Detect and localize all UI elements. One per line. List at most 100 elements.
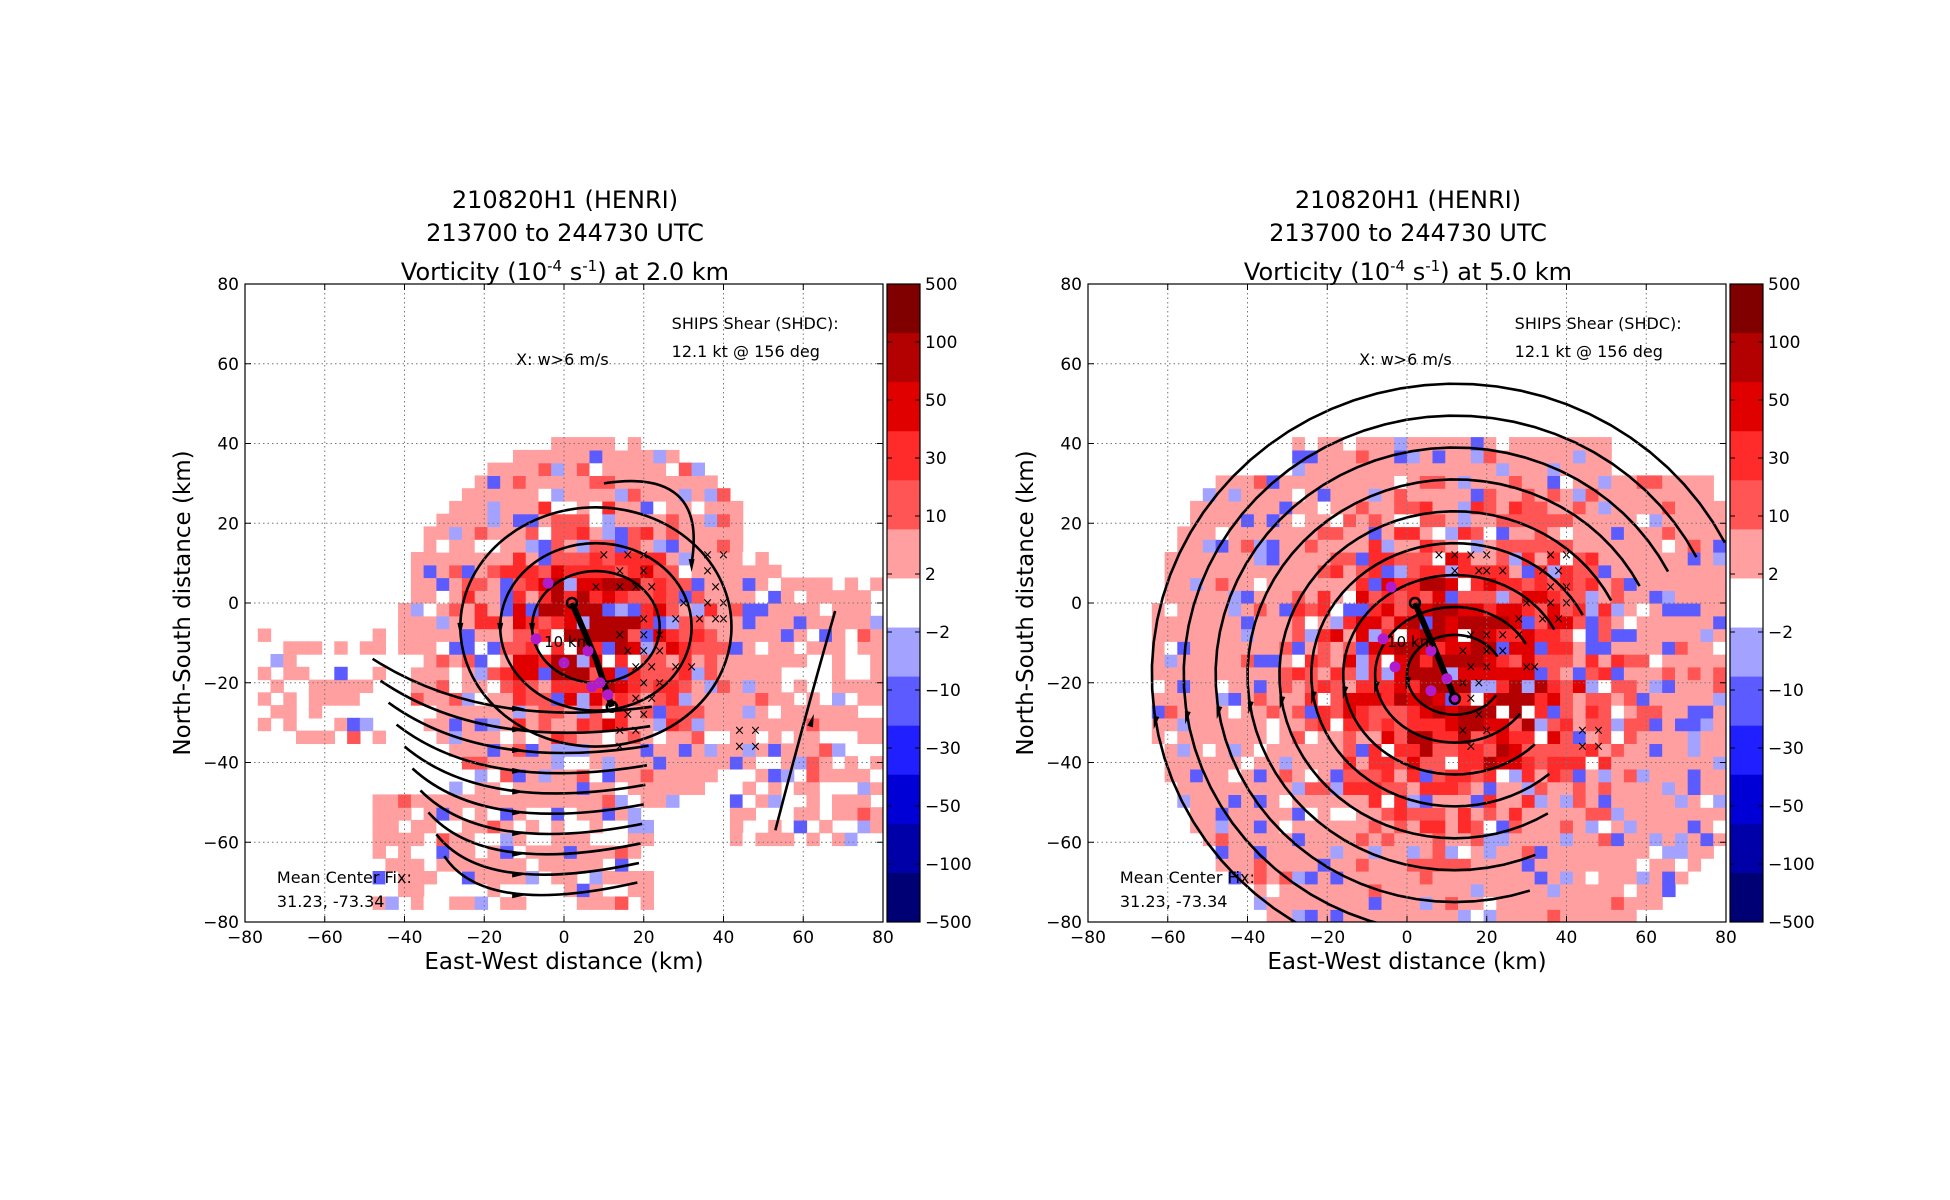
center-point bbox=[1377, 633, 1389, 645]
y-tick-label: 20 bbox=[1060, 514, 1082, 534]
grid bbox=[245, 284, 883, 922]
colorbar-segment bbox=[887, 333, 920, 383]
colorbar-segment bbox=[1730, 480, 1763, 530]
panel2-units-exp1: -4 bbox=[1390, 257, 1406, 275]
panel1-title-line3: Vorticity (10-4 s-1) at 2.0 km bbox=[400, 257, 730, 286]
y-tick-label: 60 bbox=[217, 355, 239, 375]
panel2-title: 210820H1 (HENRI) 213700 to 244730 UTC Vo… bbox=[1168, 184, 1648, 289]
colorbar-label: 10 bbox=[1768, 507, 1790, 527]
updraft-marker: × bbox=[646, 692, 657, 707]
updraft-marker: × bbox=[622, 708, 633, 723]
y-tick-label: 80 bbox=[217, 275, 239, 295]
updraft-marker: × bbox=[734, 724, 745, 739]
center-point bbox=[542, 577, 554, 589]
grid bbox=[1088, 284, 1726, 922]
center-point bbox=[586, 681, 598, 693]
streamline-arrow bbox=[512, 850, 526, 857]
colorbar-segment bbox=[1730, 333, 1763, 383]
updraft-marker: × bbox=[614, 564, 625, 579]
updraft-marker: × bbox=[750, 740, 761, 755]
streamline-arrow bbox=[512, 830, 526, 837]
updraft-marker: × bbox=[1577, 740, 1588, 755]
panel2-level: at 5.0 km bbox=[1457, 258, 1573, 286]
plot-area: ××××××××××××××××××××××××××××××××××××××××… bbox=[257, 437, 883, 910]
updraft-marker: × bbox=[614, 724, 625, 739]
colorbar-label: 50 bbox=[1768, 391, 1790, 411]
colorbar-label: −2 bbox=[925, 623, 950, 643]
panel2-title-line2: 213700 to 244730 UTC bbox=[1269, 219, 1547, 247]
y-tick-label: 60 bbox=[1060, 355, 1082, 375]
colorbar-segment bbox=[1730, 431, 1763, 481]
y-tick-label: 0 bbox=[1071, 594, 1082, 614]
center-point bbox=[1441, 673, 1453, 685]
updraft-marker: × bbox=[1513, 612, 1524, 627]
shear-line1: SHIPS Shear (SHDC): bbox=[672, 314, 839, 333]
x-tick-label: 60 bbox=[792, 928, 814, 948]
panel1-title-line2: 213700 to 244730 UTC bbox=[426, 219, 704, 247]
updraft-marker: × bbox=[638, 564, 649, 579]
x-tick-label: 0 bbox=[1402, 928, 1413, 948]
panel2-units-base: 10 bbox=[1359, 258, 1391, 286]
colorbar-label: −2 bbox=[1768, 623, 1793, 643]
panel1-units-exp1: -4 bbox=[547, 257, 563, 275]
panel2-title-line3: Vorticity (10-4 s-1) at 5.0 km bbox=[1243, 257, 1573, 286]
updraft-marker: × bbox=[1521, 660, 1532, 675]
updraft-marker: × bbox=[1481, 724, 1492, 739]
x-tick-label: −20 bbox=[1309, 928, 1345, 948]
colorbar-segment bbox=[887, 676, 920, 727]
streamline bbox=[1214, 446, 1670, 904]
updraft-marker: × bbox=[1449, 564, 1460, 579]
streamline bbox=[1246, 478, 1641, 872]
y-tick-label: −40 bbox=[203, 754, 239, 774]
colorbar-segment bbox=[887, 627, 920, 678]
streamline bbox=[427, 811, 641, 856]
updraft-marker: × bbox=[1545, 548, 1556, 563]
x-axis-label: East-West distance (km) bbox=[424, 949, 703, 975]
updraft-marker: × bbox=[1529, 660, 1540, 675]
updraft-marker: × bbox=[1465, 740, 1476, 755]
tilt-line bbox=[1412, 601, 1458, 700]
updraft-marker: × bbox=[638, 612, 649, 627]
streamline-arrow bbox=[1342, 685, 1349, 700]
y-axis-label: North-South distance (km) bbox=[1013, 450, 1039, 755]
shear-line2: 12.1 kt @ 156 deg bbox=[1515, 342, 1663, 361]
streamline-arrow bbox=[512, 705, 526, 712]
streamline bbox=[1405, 633, 1499, 716]
updraft-marker: × bbox=[638, 644, 649, 659]
tilt-label: 10 km bbox=[1387, 633, 1434, 651]
colorbar-label: −50 bbox=[1768, 797, 1804, 817]
streamline-arrow bbox=[529, 622, 536, 636]
colorbar-segment bbox=[1730, 529, 1763, 579]
panel2-variable: Vorticity bbox=[1243, 258, 1343, 286]
y-tick-label: 80 bbox=[1060, 275, 1082, 295]
updraft-marker: × bbox=[702, 596, 713, 611]
y-tick-label: −60 bbox=[203, 833, 239, 853]
streamline-arrow bbox=[512, 767, 526, 774]
center-point bbox=[1449, 693, 1461, 705]
updraft-marker: × bbox=[646, 660, 657, 675]
center-fix-line1: Mean Center Fix: bbox=[277, 868, 412, 887]
colorbar-segment bbox=[1730, 774, 1763, 825]
center-point bbox=[1385, 581, 1397, 593]
streamline bbox=[1150, 382, 1726, 922]
x-tick-label: −60 bbox=[1150, 928, 1186, 948]
streamline-arrow bbox=[497, 622, 504, 636]
streamlines bbox=[1150, 382, 1726, 922]
colorbar: 500 100 50 30 10 2 −2 −10 −30 −50 −100 −500 bbox=[886, 275, 972, 933]
panel1-title: 210820H1 (HENRI) 213700 to 244730 UTC Vo… bbox=[325, 184, 805, 289]
updraft-marker: × bbox=[718, 612, 729, 627]
updraft-marker: × bbox=[1433, 548, 1444, 563]
streamline bbox=[411, 767, 644, 816]
updraft-marker: × bbox=[1473, 676, 1484, 691]
updraft-marker: × bbox=[1497, 628, 1508, 643]
colorbar-label: −500 bbox=[1768, 913, 1815, 933]
center-fix-line2: 31.23, -73.34 bbox=[1120, 892, 1228, 911]
updraft-marker: × bbox=[1497, 564, 1508, 579]
y-tick-label: 20 bbox=[217, 514, 239, 534]
colorbar-segment bbox=[887, 529, 920, 579]
updraft-marker: × bbox=[1513, 628, 1524, 643]
streamline-arrow bbox=[1247, 700, 1254, 715]
colorbar-label: −50 bbox=[925, 797, 961, 817]
panel2-title-line1: 210820H1 (HENRI) bbox=[1294, 186, 1522, 214]
x-tick-label: −60 bbox=[307, 928, 343, 948]
